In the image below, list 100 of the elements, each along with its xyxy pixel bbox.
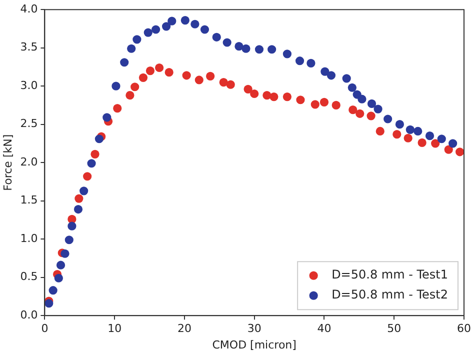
point: [212, 32, 221, 42]
x-tick-label: 40: [317, 322, 332, 336]
point: [74, 204, 83, 214]
point: [431, 139, 440, 148]
x-tick-label: 20: [177, 322, 192, 336]
point: [74, 194, 84, 203]
point: [44, 299, 54, 308]
point: [348, 83, 356, 92]
point: [80, 186, 88, 196]
point: [219, 78, 228, 87]
point: [48, 286, 58, 295]
point: [310, 100, 320, 109]
point: [348, 106, 358, 114]
point: [374, 104, 382, 114]
point: [168, 16, 176, 26]
point: [262, 90, 272, 100]
x-axis-title: CMOD [micron]: [212, 338, 296, 352]
point: [296, 96, 305, 104]
point: [180, 16, 190, 25]
x-tick-label: 0: [41, 322, 48, 336]
point: [87, 159, 96, 168]
point: [64, 236, 74, 244]
legend-label: D=50.8 mm - Test2: [332, 288, 448, 302]
point: [200, 25, 210, 34]
point: [132, 35, 142, 44]
point: [120, 58, 129, 67]
point: [190, 20, 200, 28]
point: [406, 125, 414, 134]
point: [282, 92, 292, 102]
point: [414, 126, 422, 136]
point: [60, 249, 70, 258]
point: [326, 71, 336, 80]
point: [367, 99, 376, 108]
y-tick-label: 3.5: [20, 40, 38, 54]
point: [448, 139, 458, 148]
point: [90, 150, 100, 158]
point: [270, 92, 278, 102]
point: [138, 73, 148, 82]
legend-label: D=50.8 mm - Test1: [332, 268, 448, 282]
x-tick-label: 60: [457, 322, 471, 336]
point: [282, 50, 292, 58]
y-tick-label: 2.5: [20, 117, 38, 130]
point: [332, 100, 340, 110]
x-tick-label: 30: [247, 322, 262, 336]
point: [456, 148, 464, 156]
point: [226, 80, 235, 89]
point: [392, 130, 402, 139]
point: [242, 44, 250, 53]
point: [404, 134, 412, 142]
point: [162, 22, 171, 31]
point: [395, 120, 404, 129]
y-tick-label: 1.5: [20, 194, 38, 207]
point: [254, 45, 264, 54]
point: [68, 222, 76, 230]
point: [342, 74, 351, 83]
x-tick-label: 10: [108, 322, 122, 336]
point: [126, 90, 134, 100]
point: [54, 274, 63, 282]
point: [206, 72, 215, 80]
point: [444, 145, 453, 154]
point: [127, 44, 136, 53]
y-axis-title: Force [kN]: [1, 134, 14, 191]
y-tick-label: 3.0: [20, 78, 38, 92]
point: [144, 28, 152, 37]
point: [425, 132, 434, 140]
point: [152, 25, 160, 34]
point: [268, 45, 276, 54]
point: [102, 113, 112, 122]
x-tick-label: 50: [387, 322, 402, 336]
point: [146, 66, 155, 76]
point: [194, 76, 204, 84]
point: [155, 63, 164, 72]
point: [130, 82, 140, 92]
point: [182, 71, 191, 80]
point: [113, 104, 122, 113]
point: [56, 260, 66, 270]
point: [418, 138, 426, 148]
y-tick-label: 0.5: [20, 270, 38, 284]
point: [356, 109, 364, 118]
point: [250, 89, 259, 98]
y-tick-label: 2.0: [20, 155, 38, 168]
point: [320, 98, 329, 106]
y-tick-label: 4.0: [20, 2, 38, 16]
point: [437, 134, 446, 144]
point: [234, 42, 244, 51]
point: [164, 68, 174, 77]
point: [384, 114, 392, 124]
point: [376, 126, 384, 136]
point: [295, 56, 304, 66]
point: [94, 134, 104, 144]
point: [358, 94, 366, 104]
point: [222, 38, 232, 47]
y-tick-label: 0.0: [20, 308, 38, 322]
point: [83, 172, 92, 181]
point: [244, 84, 252, 94]
y-tick-label: 1.0: [20, 232, 38, 245]
point: [112, 82, 120, 90]
point: [366, 112, 376, 120]
point: [320, 67, 330, 76]
point: [306, 58, 316, 68]
